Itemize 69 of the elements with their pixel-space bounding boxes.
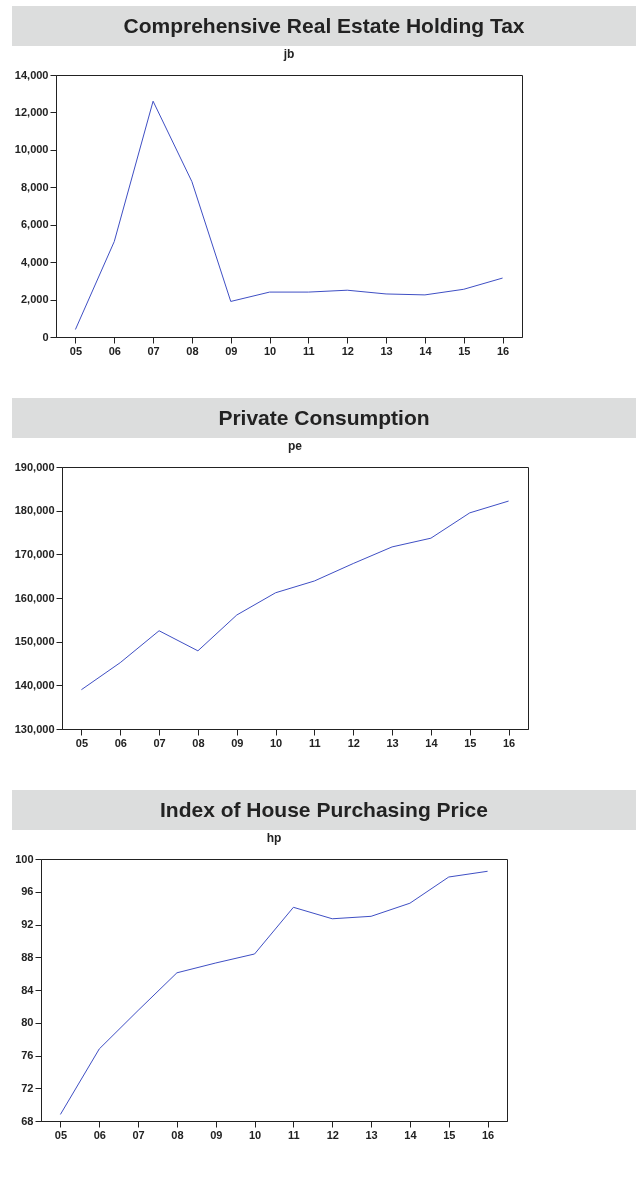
x-tick-label: 11 [303,344,315,357]
x-tick-label: 14 [404,1128,418,1141]
chart-subtitle: pe [287,439,303,453]
chart-title: Comprehensive Real Estate Holding Tax [12,6,636,46]
x-tick-label: 10 [248,1128,262,1141]
x-tick-label: 09 [231,736,244,749]
y-tick-label: 72 [21,1081,34,1094]
x-tick-label: 08 [171,1128,184,1141]
x-tick-label: 13 [386,736,399,749]
y-tick-label: 84 [21,983,35,996]
chart-subtitle: jb [282,47,295,61]
x-tick-label: 11 [309,736,321,749]
y-tick-label: 100 [15,852,34,865]
x-tick-label: 09 [210,1128,223,1141]
x-tick-label: 13 [380,344,393,357]
y-tick-label: 2,000 [20,293,49,306]
x-tick-label: 11 [288,1128,300,1141]
y-tick-label: 150,000 [14,635,55,648]
x-tick-label: 08 [186,344,199,357]
y-tick-label: 190,000 [14,460,55,473]
x-tick-label: 06 [108,344,121,357]
line-series [80,500,510,691]
x-tick-label: 16 [502,736,516,749]
x-tick-label: 15 [464,736,477,749]
y-tick-label: 12,000 [14,105,49,118]
y-tick-label: 140,000 [14,678,55,691]
x-tick-label: 07 [153,736,166,749]
x-tick-label: 05 [75,736,89,749]
y-tick-label: 96 [21,885,34,898]
x-tick-label: 06 [114,736,127,749]
chart-title: Private Consumption [12,398,636,438]
x-tick-label: 10 [263,344,277,357]
y-tick-label: 14,000 [14,68,49,81]
y-tick-label: 8,000 [20,180,49,193]
y-tick-label: 160,000 [14,591,55,604]
y-tick-label: 180,000 [14,504,55,517]
x-tick-label: 13 [365,1128,378,1141]
x-tick-label: 07 [147,344,160,357]
x-tick-label: 16 [481,1128,495,1141]
y-tick-label: 80 [21,1016,34,1029]
y-tick-label: 6,000 [20,218,49,231]
x-tick-label: 16 [496,344,510,357]
x-tick-label: 14 [425,736,439,749]
y-tick-label: 4,000 [20,255,49,268]
x-tick-label: 12 [347,736,360,749]
x-tick-label: 15 [458,344,471,357]
x-tick-label: 14 [419,344,433,357]
y-tick-label: 10,000 [14,143,49,156]
chart-title: Index of House Purchasing Price [12,790,636,830]
x-tick-label: 08 [192,736,205,749]
x-tick-label: 07 [132,1128,145,1141]
x-tick-label: 15 [443,1128,456,1141]
y-tick-label: 88 [21,950,34,963]
x-tick-label: 10 [269,736,283,749]
y-tick-label: 170,000 [14,547,55,560]
line-series [59,870,489,1115]
y-tick-label: 130,000 [14,722,55,735]
x-tick-label: 05 [69,344,83,357]
x-tick-label: 12 [326,1128,339,1141]
line-series [74,100,504,331]
y-tick-label: 92 [21,918,34,930]
y-tick-label: 76 [21,1049,34,1061]
x-tick-label: 06 [93,1128,106,1141]
chart-subtitle: hp [266,831,282,845]
x-tick-label: 09 [225,344,238,357]
y-tick-label: 0 [42,330,49,343]
y-tick-label: 68 [21,1114,34,1127]
x-tick-label: 05 [54,1128,68,1141]
x-tick-label: 12 [341,344,354,357]
